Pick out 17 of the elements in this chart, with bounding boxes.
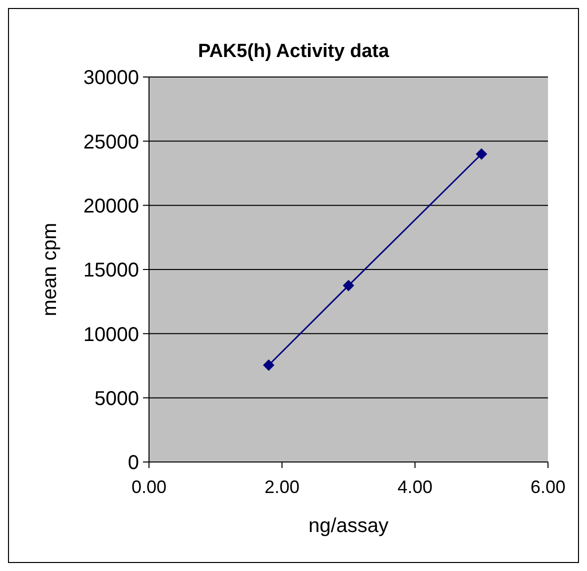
y-tick-label: 15000 — [83, 260, 139, 282]
y-tick-label: 20000 — [83, 195, 139, 218]
point — [343, 280, 354, 292]
x-tick-label: 4.00 — [397, 476, 433, 497]
y-tick-label: 5000 — [94, 388, 139, 410]
x-axis-title: ng/assay — [308, 515, 389, 537]
y-tick-label: 25000 — [83, 131, 139, 154]
chart-title: PAK5(h) Activity data — [196, 41, 390, 63]
y-tick-label: 10000 — [83, 324, 139, 346]
x-tick-label: 0.00 — [131, 476, 167, 497]
x-tick-label: 6.00 — [530, 476, 566, 497]
y-tick-label: 0 — [128, 452, 139, 474]
y-axis-title: mean cpm — [39, 222, 62, 316]
y-tick-label: 30000 — [83, 67, 139, 90]
point — [476, 148, 487, 160]
x-tick-label: 2.00 — [264, 476, 300, 497]
point — [263, 360, 274, 371]
